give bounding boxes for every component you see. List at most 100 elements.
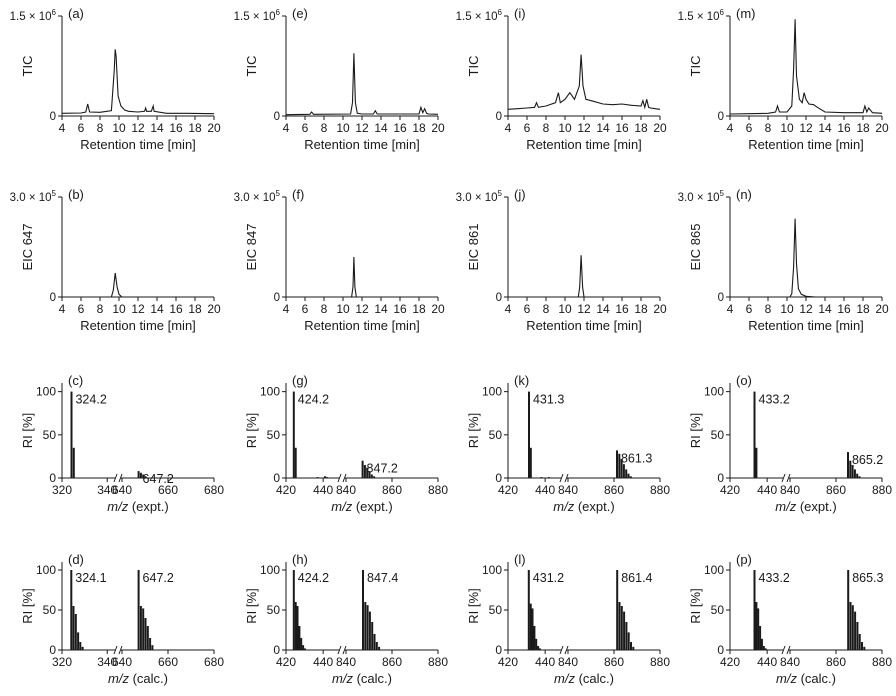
spectrum-bar [632, 646, 635, 650]
spectrum-bar [368, 471, 371, 478]
x-tick-label: 8 [543, 121, 550, 135]
panel-label: (d) [68, 552, 84, 567]
spectrum-bar [863, 646, 866, 650]
x-tick-label: 8 [765, 121, 772, 135]
axis-break-mark [337, 645, 342, 655]
x-tick-label: 14 [150, 302, 164, 316]
panel-o: (o) RI [%] 0 50 100 420 440 840 860 880 m/z (expt.… [688, 373, 892, 514]
peak-annotation: 424.2 [298, 393, 329, 407]
spectrum-bar [538, 648, 541, 650]
x-tick-label: 8 [97, 121, 104, 135]
y-axis-label: TIC [20, 56, 35, 77]
y-axis-label: RI [%] [466, 413, 481, 448]
spectrum-bar [298, 626, 301, 650]
x-tick-label: 440 [313, 655, 333, 669]
y-tick-label-zero: 0 [718, 111, 724, 123]
x-tick-label: 6 [746, 302, 753, 316]
x-tick-label: 12 [355, 302, 369, 316]
peak-annotation: 847.4 [367, 571, 398, 585]
x-tick-label: 6 [78, 121, 85, 135]
y-axis-label: EIC 647 [20, 224, 35, 271]
x-tick-label: 420 [276, 483, 296, 497]
spectrum-bar [363, 465, 366, 478]
x-tick-label: 20 [653, 121, 667, 135]
peak-annotation: 433.2 [759, 571, 790, 585]
spectrum-bar [847, 452, 849, 478]
axis-break-mark [113, 473, 118, 483]
spectrum-bar [292, 570, 295, 650]
y-axis-label: EIC 861 [466, 224, 481, 271]
peak-annotation: 324.2 [75, 393, 106, 407]
axis-break-mask [339, 475, 345, 481]
y-tick-label-zero: 0 [718, 292, 724, 304]
x-tick-label: 8 [543, 302, 550, 316]
y-tick-label: 0 [717, 643, 724, 657]
spectrum-bar [294, 602, 297, 650]
x-tick-label: 20 [653, 302, 667, 316]
spectrum-bar [364, 602, 367, 650]
panel-p: (p) RI [%] 0 50 100 420 440 840 860 880 m/z (calc.… [688, 552, 892, 686]
spectrum-bar [753, 570, 756, 650]
panel-label: (c) [68, 373, 83, 388]
spectrum-bar [537, 646, 540, 650]
x-axis-label: Retention time [min] [304, 318, 420, 333]
x-axis-label: m/z (calc.) [332, 671, 392, 686]
y-tick-label-max: 1.5 × 106 [10, 8, 57, 23]
x-tick-label: 880 [428, 483, 448, 497]
spectrum-bar [547, 477, 550, 478]
y-tick-label: 0 [273, 471, 280, 485]
spectrum-bar [368, 611, 371, 650]
spectrum-bar [531, 608, 534, 650]
spectrum-bar [72, 606, 75, 650]
spectrum-bar [847, 570, 850, 650]
x-tick-label: 340 [97, 483, 117, 497]
spectrum-bar [139, 472, 142, 478]
x-tick-label: 860 [604, 483, 624, 497]
panel-label: (b) [68, 187, 84, 202]
x-axis-label: m/z (calc.) [776, 671, 836, 686]
x-tick-label: 440 [535, 483, 555, 497]
y-tick-label: 100 [260, 385, 280, 399]
x-tick-label: 420 [720, 655, 740, 669]
spectrum-bar [618, 453, 621, 478]
spectrum-bar [858, 476, 861, 478]
x-tick-label: 640 [112, 483, 132, 497]
spectrum-bar [70, 570, 73, 650]
x-tick-label: 16 [837, 302, 851, 316]
y-tick-label: 50 [267, 603, 281, 617]
spectrum-bar [142, 608, 145, 650]
spectrum-bar [535, 638, 538, 650]
spectrum-bar [616, 450, 618, 478]
x-axis-label: Retention time [min] [748, 137, 864, 152]
y-tick-label-zero: 0 [496, 111, 502, 123]
y-axis-label: RI [%] [688, 588, 703, 623]
spectrum-bar [533, 626, 536, 650]
spectrum-bar [149, 638, 152, 650]
x-axis-label: Retention time [min] [526, 318, 642, 333]
x-tick-label: 6 [524, 121, 531, 135]
x-tick-label: 18 [412, 302, 426, 316]
x-tick-label: 10 [558, 302, 572, 316]
x-tick-label: 16 [393, 302, 407, 316]
axis-break-mark [118, 645, 123, 655]
axis-break-mask [115, 475, 121, 481]
spectrum-bar [81, 646, 84, 650]
x-axis-label: Retention time [min] [526, 137, 642, 152]
y-axis-label: RI [%] [688, 413, 703, 448]
spectrum-bar [366, 467, 369, 478]
x-tick-label: 440 [757, 655, 777, 669]
axis-break-mark [342, 473, 347, 483]
panel-i: (i) TIC 1.5 × 106 04 6 8 10 12 14 16 18 20 Retention… [456, 6, 667, 152]
spectrum-bar [627, 632, 630, 650]
x-axis-label: m/z (expt.) [775, 499, 836, 514]
x-tick-label: 680 [204, 483, 224, 497]
y-tick-label-max: 3.0 × 105 [234, 189, 281, 204]
x-tick-label: 12 [799, 121, 813, 135]
panel-m: (m) TIC 1.5 × 106 04 6 8 10 12 14 16 18 20 Retention… [678, 6, 889, 152]
spectrum-bar [361, 460, 364, 478]
x-tick-label: 8 [765, 302, 772, 316]
spectrum-bar [623, 611, 626, 650]
y-tick-label: 100 [482, 563, 502, 577]
